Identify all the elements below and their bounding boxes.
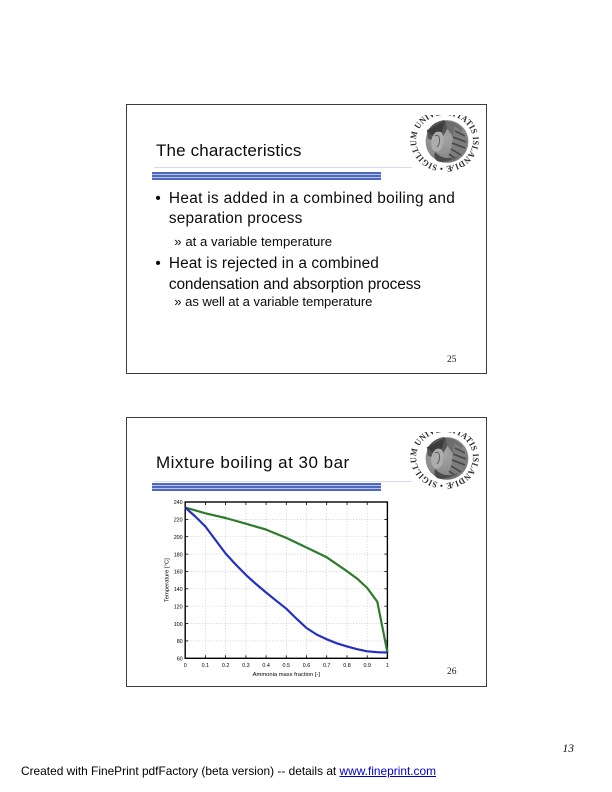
svg-text:60: 60: [177, 657, 183, 663]
svg-text:120: 120: [174, 604, 183, 610]
svg-text:0.3: 0.3: [242, 663, 250, 669]
svg-text:0.9: 0.9: [363, 663, 371, 669]
svg-text:0.6: 0.6: [303, 663, 311, 669]
svg-text:0.5: 0.5: [283, 663, 291, 669]
svg-text:220: 220: [174, 518, 183, 524]
svg-text:0.8: 0.8: [343, 663, 351, 669]
svg-text:140: 140: [174, 587, 183, 593]
svg-text:80: 80: [177, 639, 183, 645]
svg-text:Ammonia mass fraction [-]: Ammonia mass fraction [-]: [253, 672, 321, 678]
svg-text:180: 180: [174, 552, 183, 558]
svg-text:100: 100: [174, 622, 183, 628]
svg-text:0.1: 0.1: [202, 663, 210, 669]
svg-text:0.7: 0.7: [323, 663, 331, 669]
svg-text:160: 160: [174, 570, 183, 576]
svg-text:240: 240: [174, 500, 183, 506]
svg-text:Temperature [°C]: Temperature [°C]: [165, 558, 171, 602]
svg-text:0.4: 0.4: [262, 663, 270, 669]
svg-text:0: 0: [184, 663, 187, 669]
svg-text:0.2: 0.2: [222, 663, 230, 669]
svg-text:200: 200: [174, 535, 183, 541]
svg-text:1: 1: [386, 663, 389, 669]
